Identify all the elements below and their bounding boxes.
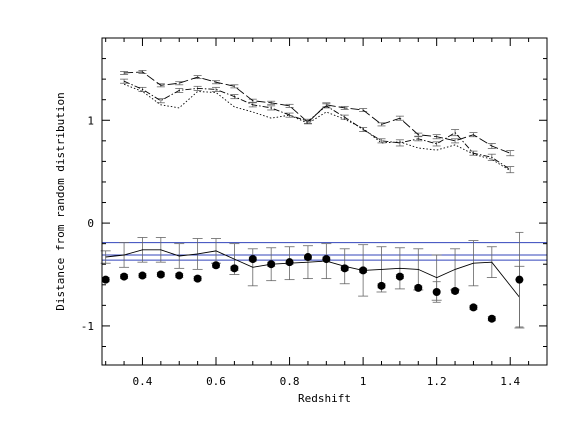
y-tick-label: 0 — [87, 217, 94, 230]
data-point — [469, 303, 478, 312]
data-point — [340, 264, 349, 273]
x-axis-title: Redshift — [298, 392, 351, 405]
data-point — [175, 271, 184, 280]
x-tick-label: 1.2 — [427, 375, 447, 388]
y-axis-title: Distance from random distribution — [54, 92, 67, 311]
data-point — [432, 287, 441, 296]
x-tick-label: 1.4 — [500, 375, 520, 388]
data-point — [101, 275, 110, 284]
x-axis: 0.4 0.6 0.8 1 1.2 1.4 — [105, 38, 548, 388]
data-point — [322, 255, 331, 264]
data-point — [451, 286, 460, 295]
x-tick-label: 0.6 — [206, 375, 226, 388]
data-point — [414, 283, 423, 292]
data-point — [285, 258, 294, 267]
series-line — [105, 249, 520, 298]
x-tick-label: 0.8 — [280, 375, 300, 388]
plot-frame — [101, 37, 548, 366]
data-point — [515, 275, 524, 284]
data-point — [267, 260, 276, 269]
series-line — [123, 80, 511, 170]
series-line — [123, 83, 511, 172]
data-point — [395, 272, 404, 281]
x-tick-label: 1 — [360, 375, 367, 388]
data-point — [193, 274, 202, 283]
data-point — [230, 264, 239, 273]
plot-area — [100, 69, 547, 329]
data-point — [138, 271, 147, 280]
data-point — [156, 270, 165, 279]
series-line — [124, 71, 511, 154]
y-axis: -1 0 1 — [81, 37, 547, 347]
data-point — [359, 266, 368, 275]
data-point — [248, 255, 257, 264]
y-tick-label: 1 — [87, 114, 94, 127]
data-point — [377, 281, 386, 290]
data-point — [120, 272, 129, 281]
data-point — [212, 261, 221, 270]
data-point — [303, 253, 312, 262]
x-tick-label: 0.4 — [133, 375, 153, 388]
y-tick-label: -1 — [81, 320, 94, 333]
data-point — [487, 314, 496, 323]
